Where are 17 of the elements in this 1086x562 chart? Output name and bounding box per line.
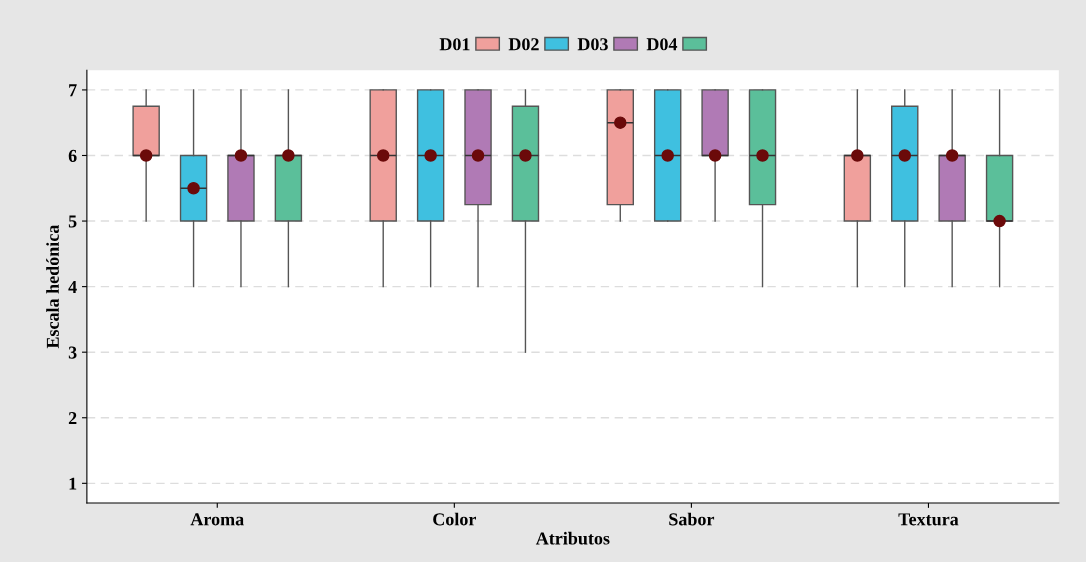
y-tick-label: 4 (68, 281, 77, 293)
x-axis-title: Atributos (535, 531, 610, 545)
y-tick-label: 6 (68, 149, 77, 162)
legend-label: D04 (646, 38, 678, 51)
y-tick-label: 5 (68, 215, 77, 228)
y-tick-label: 3 (68, 346, 77, 359)
legend-label: D02 (508, 38, 539, 51)
y-tick-label: 2 (68, 412, 77, 425)
x-tick-label: Textura (898, 513, 959, 526)
x-tick-label: Color (433, 512, 477, 526)
y-tick-label: 1 (69, 477, 77, 490)
x-tick-label: Aroma (190, 513, 244, 526)
x-tick-label: Sabor (669, 512, 715, 526)
y-axis-title: Escala hedónica (46, 224, 59, 349)
y-tick-label: 7 (69, 84, 77, 97)
legend-label: D03 (577, 38, 608, 51)
legend-label: D01 (439, 38, 470, 51)
